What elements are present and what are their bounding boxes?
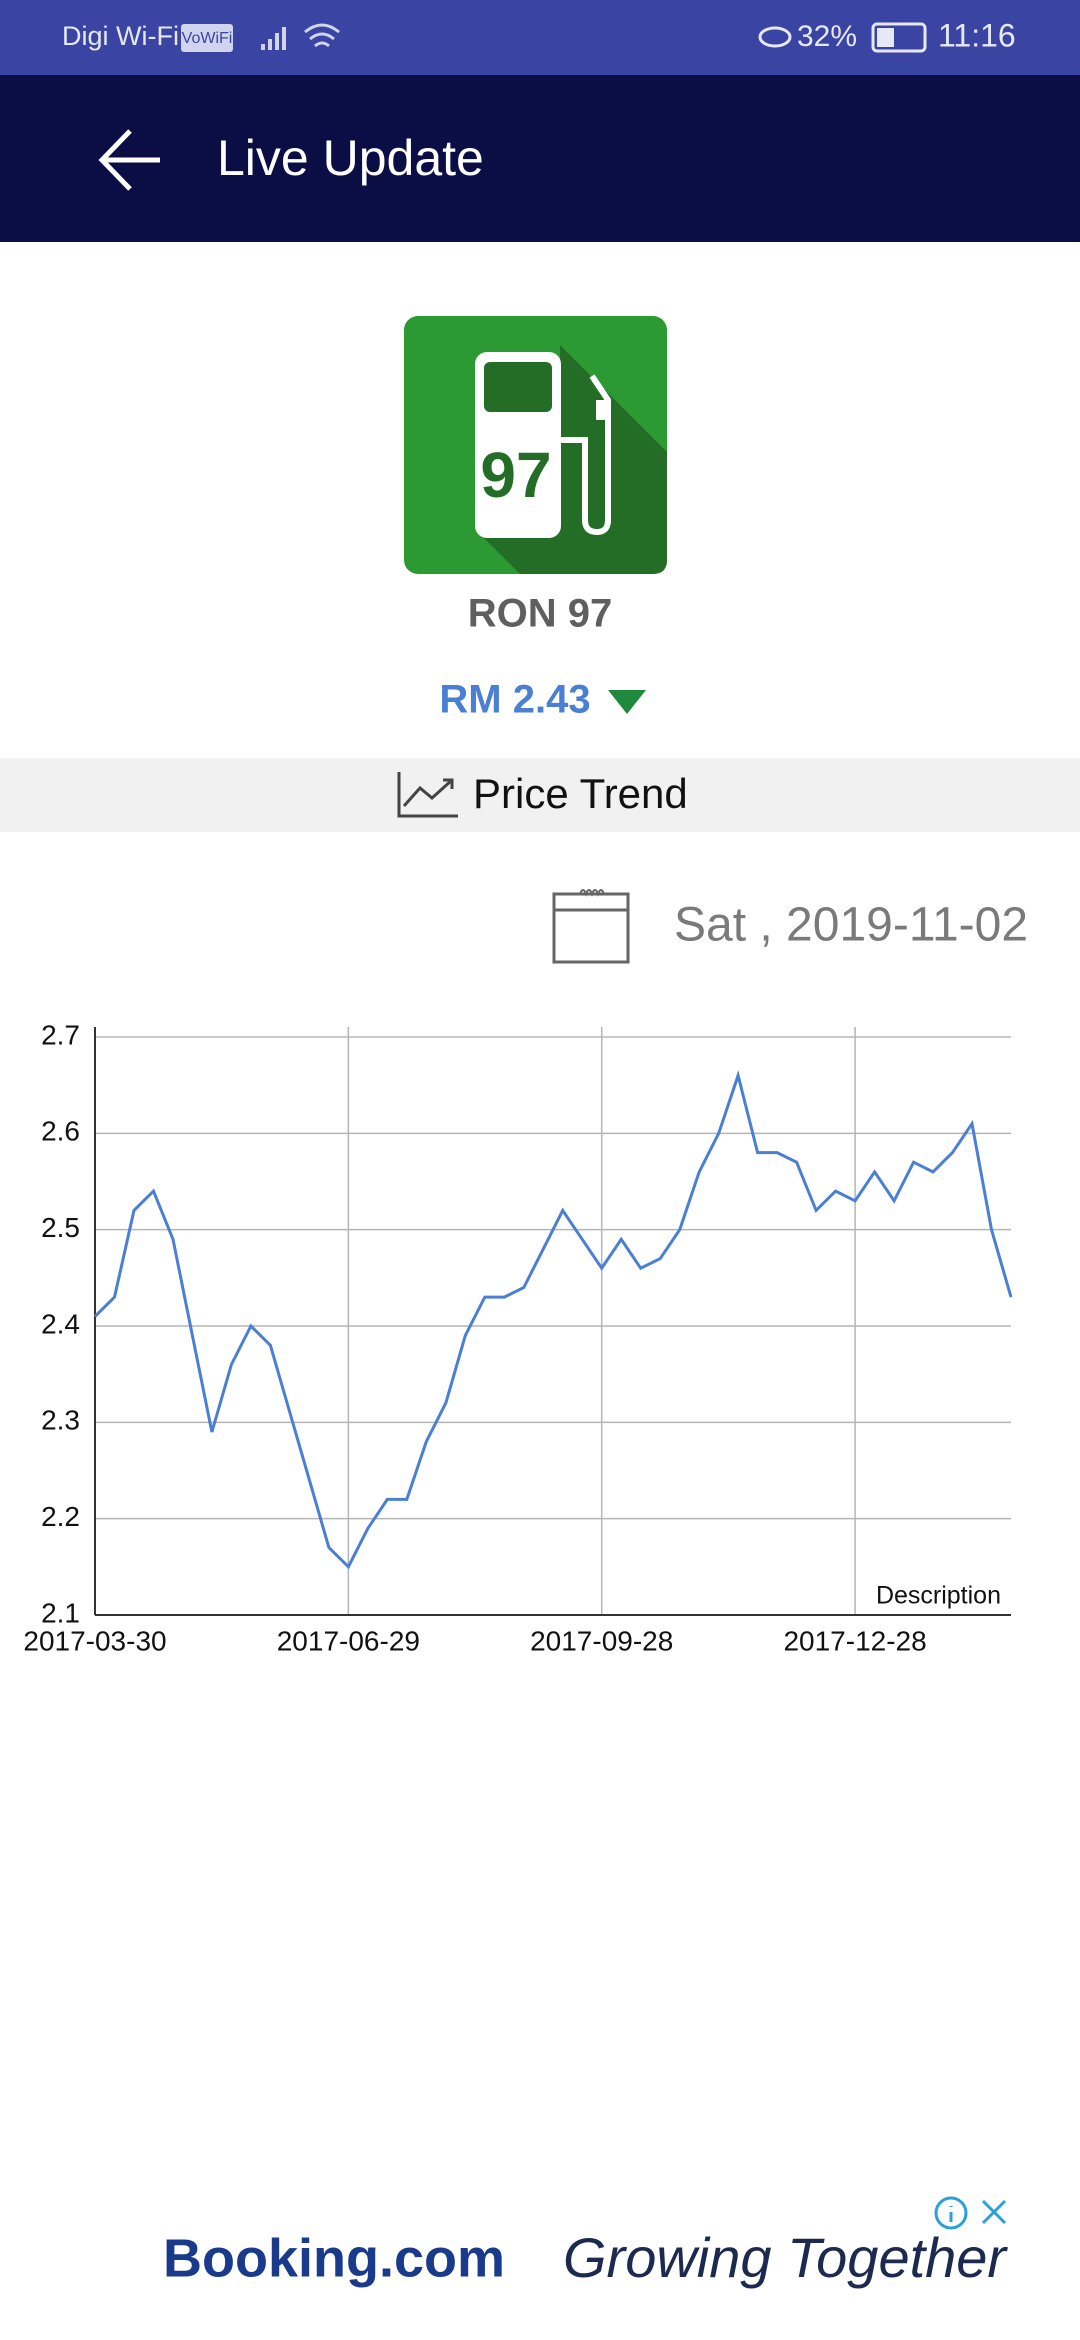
status-bar [0,0,1080,75]
trend-bar [0,758,1080,832]
battery-level [877,28,894,47]
y-tick-label: 2.3 [41,1405,80,1436]
vowifi-badge [181,24,233,52]
x-tick-label: 2017-06-29 [277,1625,420,1656]
price-line [93,1070,1013,1570]
trend-icon [397,772,458,818]
x-tick-label: 2017-03-30 [23,1625,166,1656]
vowifi: VoWiFi [182,30,233,47]
back-button[interactable] [98,129,160,191]
fuel-price: RM 2.43 [439,678,590,722]
x-tick-label: 2017-09-28 [530,1625,673,1656]
y-tick-label: 2.6 [41,1116,80,1147]
y-tick-label: 2.7 [41,1019,80,1050]
battery-icon [871,22,927,53]
carrier: Digi Wi-Fi [62,21,179,51]
y-tick-label: 2.2 [41,1501,80,1532]
y-tick-label: 2.4 [41,1308,80,1339]
y-tick-label: 2.1 [41,1597,80,1628]
price-down-icon [608,690,646,714]
app-title: Live Update [217,130,484,186]
eye-icon [758,26,792,48]
calendar-button[interactable] [552,889,630,964]
battery-percent: 32% [797,20,857,53]
price-chart: 2.1 2.2 2.3 2.4 2.5 2.6 2.7 2017-03-30 2017-06-2… [23,1019,1013,1656]
signal-icon [261,27,286,50]
x-tick-label: 2017-12-28 [783,1625,926,1656]
fuel-name: RON 97 [468,592,613,636]
chart-description: Description [876,1582,1001,1610]
ad-banner[interactable]: Booking.com Growing Together [163,2196,1008,2289]
app-bar [0,75,1080,242]
fuel-icon: 97 [404,316,667,574]
y-tick-label: 2.5 [41,1212,80,1243]
ad-brand: Booking.com [163,2228,505,2288]
trend-label: Price Trend [473,770,688,817]
ad-slogan: Growing Together [563,2226,1008,2289]
selected-date[interactable]: Sat , 2019-11-02 [674,899,1028,952]
wifi-icon [304,23,340,48]
clock: 11:16 [938,17,1016,53]
fuel-icon-label: 97 [480,439,551,511]
